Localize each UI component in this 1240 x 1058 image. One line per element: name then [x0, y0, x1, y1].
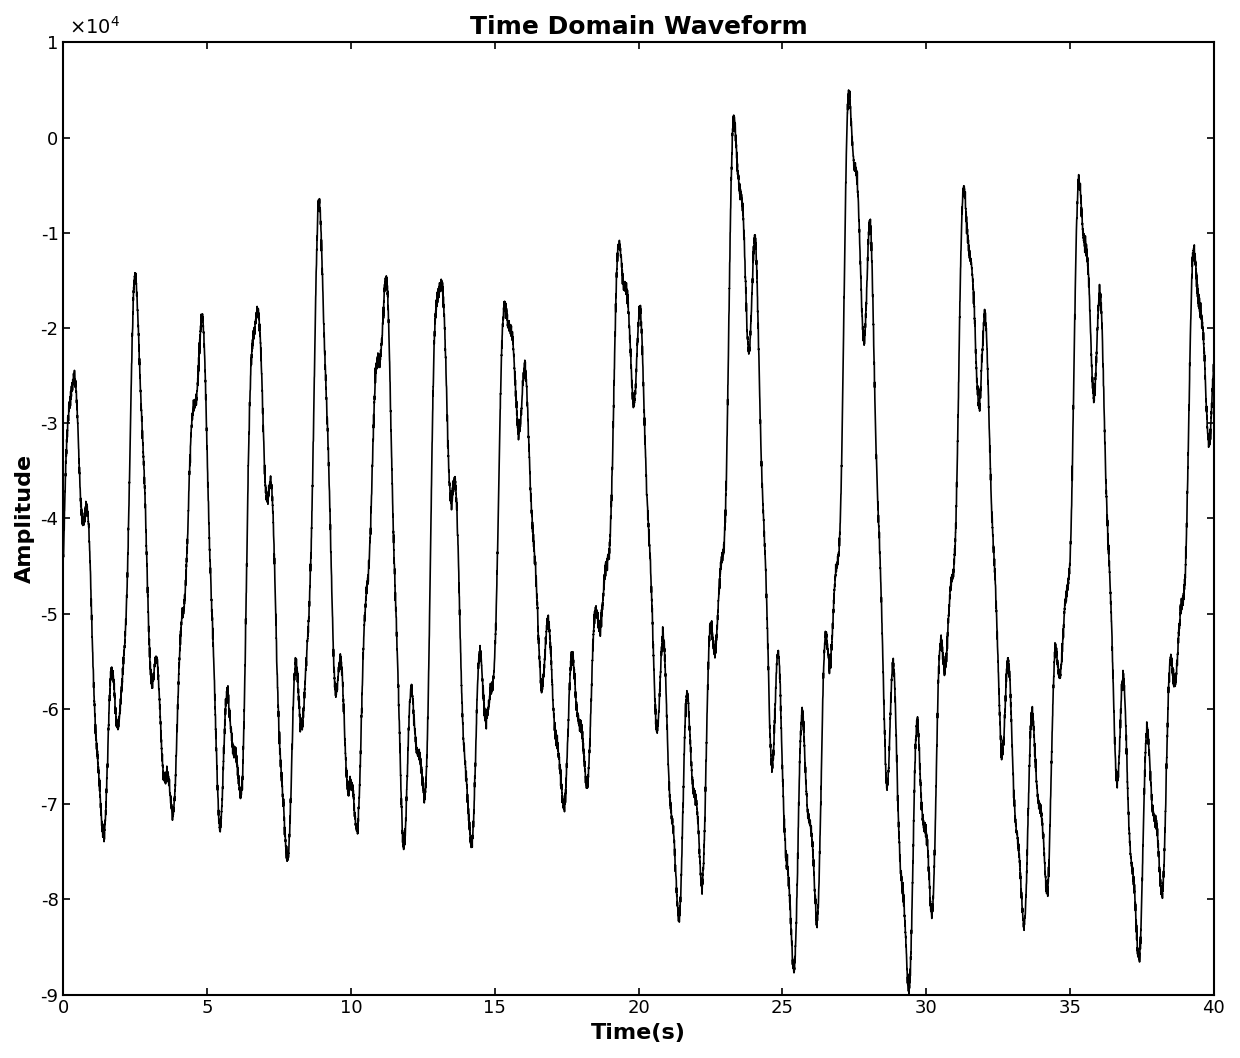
X-axis label: Time(s): Time(s) — [591, 1023, 686, 1043]
Text: $\times 10^4$: $\times 10^4$ — [69, 16, 120, 38]
Title: Time Domain Waveform: Time Domain Waveform — [470, 15, 807, 39]
Y-axis label: Amplitude: Amplitude — [15, 454, 35, 583]
